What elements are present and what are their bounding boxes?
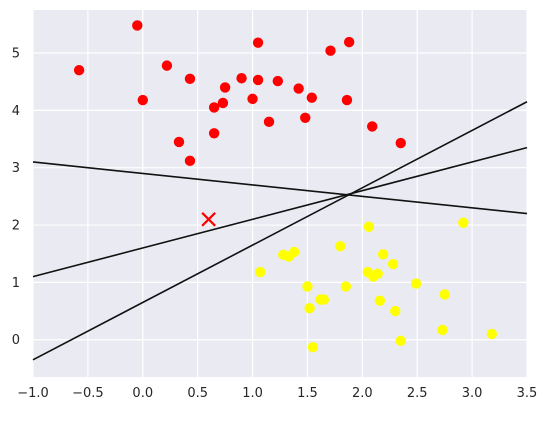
separating-lines (32, 101, 528, 361)
data-point (289, 246, 300, 258)
y-tick-label: 5 (12, 47, 20, 62)
data-point (341, 94, 353, 106)
y-tick-label: 0 (12, 333, 20, 348)
x-tick-label: −1.0 (17, 386, 49, 401)
data-point (387, 258, 399, 270)
y-axis-ticks: 0 1 2 3 4 5 (12, 47, 20, 349)
data-point (343, 36, 355, 48)
data-point (252, 74, 264, 86)
y-tick-label: 2 (12, 219, 20, 234)
data-point (363, 221, 375, 232)
data-point (395, 137, 406, 149)
data-point (439, 289, 450, 300)
data-point (458, 217, 469, 228)
marker-layer (201, 212, 216, 227)
data-point (252, 37, 264, 48)
x-tick-label: 3.0 (462, 386, 483, 401)
data-point (137, 94, 148, 106)
data-point (272, 75, 284, 87)
y-tick-label: 1 (12, 276, 20, 291)
data-point (318, 294, 330, 305)
data-point (293, 83, 304, 94)
data-point (372, 268, 383, 279)
data-point (184, 73, 196, 85)
data-point (219, 82, 231, 93)
data-point (307, 341, 319, 353)
data-point (263, 116, 275, 128)
data-point (486, 328, 498, 340)
x-tick-label: 3.5 (517, 386, 538, 401)
x-tick-label: −0.5 (72, 386, 104, 401)
data-point (247, 93, 258, 105)
data-point (410, 278, 422, 289)
data-point (367, 121, 378, 132)
x-tick-label: 0.5 (187, 386, 208, 401)
grid (32, 10, 528, 377)
data-point (395, 335, 406, 347)
data-point (306, 92, 318, 103)
x-tick-label: 1.5 (297, 386, 318, 401)
data-point (377, 249, 389, 260)
decision-line (32, 146, 528, 278)
data-point (340, 281, 352, 292)
data-point (184, 155, 196, 167)
x-marker (201, 212, 216, 227)
x-tick-label: 1.0 (242, 386, 263, 401)
y-tick-label: 4 (12, 104, 20, 119)
data-point (73, 65, 85, 76)
data-point (300, 112, 311, 124)
data-point (437, 324, 448, 336)
data-point (325, 45, 336, 56)
data-point (161, 60, 173, 71)
data-point (217, 97, 229, 109)
data-point (208, 128, 220, 139)
data-point (132, 20, 143, 31)
x-tick-label: 2.5 (407, 386, 428, 401)
data-point (302, 281, 313, 292)
data-point (208, 102, 220, 113)
data-point (335, 241, 346, 252)
plot-area (33, 10, 527, 377)
y-tick-label: 3 (12, 161, 20, 176)
x-tick-label: 2.0 (352, 386, 373, 401)
data-point (304, 302, 315, 314)
data-point (255, 266, 266, 278)
x-axis-ticks: −1.0 −0.5 0.0 0.5 1.0 1.5 2.0 2.5 3.0 3.5 (17, 386, 537, 401)
data-point (390, 305, 401, 317)
data-point (236, 73, 247, 84)
decision-line (32, 101, 528, 361)
data-point (173, 136, 185, 148)
x-tick-label: 0.0 (132, 386, 153, 401)
decision-line (32, 161, 528, 215)
data-point (374, 295, 386, 306)
data-points (73, 20, 498, 353)
x-marker-stroke (201, 212, 216, 227)
